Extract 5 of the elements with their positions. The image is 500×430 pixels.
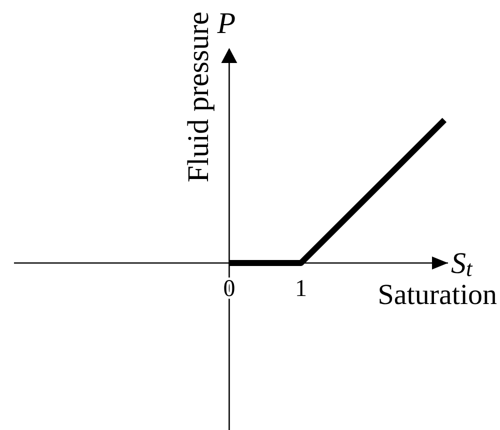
text: P bbox=[216, 7, 236, 40]
text: S$_{t}$ bbox=[451, 247, 473, 282]
x-tick-label: 1 bbox=[294, 276, 307, 302]
y-axis-title: Fluid pressure bbox=[182, 12, 216, 182]
x-axis-title: Saturation bbox=[378, 279, 498, 311]
